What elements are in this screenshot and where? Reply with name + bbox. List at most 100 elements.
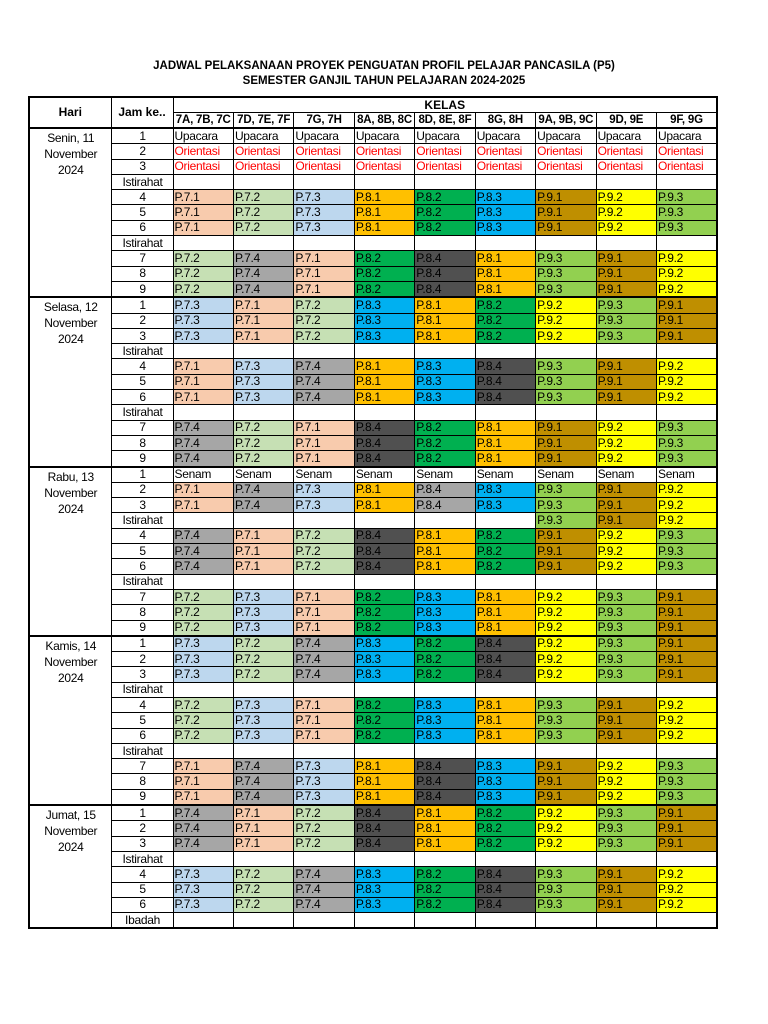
jam-cell: 7 (110, 419, 174, 436)
schedule-cell: P.9.3 (535, 881, 597, 898)
schedule-cell (353, 512, 416, 529)
schedule-cell: P.8.2 (414, 651, 476, 668)
jam-cell: Istirahat (110, 681, 174, 698)
schedule-cell: P.8.1 (474, 450, 537, 468)
schedule-cell: P.9.1 (656, 327, 718, 345)
schedule-cell: P.9.3 (535, 389, 597, 406)
schedule-cell: P.8.4 (353, 543, 416, 560)
schedule-cell: P.8.1 (414, 543, 476, 560)
schedule-cell: P.9.3 (535, 497, 597, 514)
day-label-line: November (44, 824, 98, 839)
schedule-cell (656, 235, 718, 252)
table-row: Istirahat (29, 573, 718, 590)
day-label-line: November (44, 485, 98, 500)
schedule-cell (172, 742, 234, 760)
schedule-cell (172, 404, 234, 421)
class-header: 9D, 9E (595, 112, 658, 129)
schedule-cell: P.7.3 (293, 481, 355, 499)
schedule-cell: Senam (414, 465, 476, 483)
schedule-cell: P.8.3 (353, 296, 416, 314)
jam-cell: 5 (110, 204, 174, 221)
schedule-cell (232, 850, 295, 868)
schedule-cell: P.7.3 (232, 712, 295, 729)
table-row: 8 P.7.2 P.7.3 P.7.1 P.8.2 P.8.3 P.8.1 P.9.2 P.9.… (29, 604, 718, 621)
table-row: 5 P.7.4 P.7.1 P.7.2 P.8.4 P.8.1 P.8.2 P.9.1 P.9.… (29, 543, 718, 560)
schedule-cell: P.9.1 (595, 512, 658, 529)
document-title: JADWAL PELAKSANAAN PROYEK PENGUATAN PROF… (153, 60, 615, 72)
schedule-cell: P.7.3 (232, 696, 295, 714)
schedule-cell: P.9.1 (656, 296, 718, 314)
schedule-cell: P.7.1 (172, 219, 234, 237)
schedule-cell: P.7.2 (293, 527, 355, 545)
schedule-cell: P.7.2 (232, 204, 295, 221)
schedule-cell: P.7.2 (232, 881, 295, 898)
schedule-cell: P.9.2 (535, 296, 597, 314)
schedule-cell: P.7.2 (232, 866, 295, 883)
schedule-cell (172, 681, 234, 698)
day-label-line: November (44, 316, 98, 331)
table-row: Selasa, 12 November 2024 1 P.7.3 P.7.1 P.7.2 P.… (28, 296, 718, 468)
table-row: 5 P.7.1 P.7.3 P.7.4 P.8.1 P.8.3 P.8.4 P.9.3 P.9.… (29, 373, 718, 391)
table-row: Kamis, 14 November 2024 1 P.7.3 P.7.2 P.7.4 P.8… (28, 634, 718, 807)
schedule-cell (414, 173, 476, 191)
schedule-cell: P.8.3 (414, 389, 476, 406)
schedule-cell: P.7.4 (232, 481, 295, 499)
schedule-cell: P.7.1 (172, 358, 234, 375)
schedule-cell: P.8.3 (414, 604, 476, 621)
schedule-cell: P.9.1 (595, 866, 658, 883)
schedule-cell (293, 681, 355, 698)
schedule-cell: Senam (293, 465, 355, 483)
jam-cell: 8 (110, 265, 174, 282)
schedule-cell: P.7.1 (293, 434, 355, 452)
schedule-cell: Orientasi (353, 158, 416, 175)
schedule-cell: P.7.4 (232, 265, 295, 282)
schedule-cell (293, 742, 355, 760)
schedule-cell (595, 850, 658, 868)
schedule-cell: P.9.2 (595, 558, 658, 575)
schedule-cell: P.9.1 (535, 189, 597, 206)
day-label-line: 2024 (58, 840, 84, 855)
table-row: 6 P.7.2 P.7.3 P.7.1 P.8.2 P.8.3 P.8.1 P.9.3 P.9.… (29, 727, 718, 744)
table-row: 6 P.7.4 P.7.1 P.7.2 P.8.4 P.8.1 P.8.2 P.9.1 P.9.… (29, 558, 718, 575)
schedule-cell: P.7.1 (293, 712, 355, 729)
schedule-cell (474, 850, 537, 868)
schedule-cell: P.7.4 (293, 651, 355, 668)
schedule-cell: P.7.2 (172, 280, 234, 298)
schedule-cell: P.8.1 (414, 312, 476, 329)
schedule-cell: P.9.3 (595, 312, 658, 329)
jam-cell: Istirahat (110, 173, 174, 191)
schedule-cell: P.9.3 (656, 788, 718, 806)
schedule-cell: P.8.4 (414, 280, 476, 298)
table-row: Istirahat (29, 742, 718, 760)
table-row: 5 P.7.2 P.7.3 P.7.1 P.8.2 P.8.3 P.8.1 P.9.3 P.9.… (29, 712, 718, 729)
schedule-cell: P.7.1 (293, 450, 355, 468)
schedule-cell: P.7.4 (293, 389, 355, 406)
jam-cell: 2 (110, 651, 174, 668)
jam-cell: 9 (110, 450, 174, 468)
jam-cell: 6 (110, 896, 174, 914)
jam-cell: 9 (110, 619, 174, 637)
schedule-cell: P.9.1 (656, 588, 718, 606)
schedule-cell: P.7.1 (172, 204, 234, 221)
schedule-cell: P.9.3 (656, 543, 718, 560)
class-header: 8G, 8H (474, 112, 537, 129)
table-row: 5 P.7.3 P.7.2 P.7.4 P.8.3 P.8.2 P.8.4 P.9.3 P.9.… (29, 881, 718, 898)
schedule-cell: P.7.1 (293, 280, 355, 298)
schedule-cell: P.7.3 (293, 758, 355, 775)
schedule-cell (293, 912, 355, 929)
schedule-cell: P.8.3 (474, 189, 537, 206)
schedule-cell: Senam (595, 465, 658, 483)
table-row: 8 P.7.1 P.7.4 P.7.3 P.8.1 P.8.4 P.8.3 P.9.1 P.9.… (29, 773, 718, 790)
table-row: 8 P.7.4 P.7.2 P.7.1 P.8.4 P.8.2 P.8.1 P.9.1 P.9.… (29, 434, 718, 452)
schedule-cell (535, 912, 597, 929)
schedule-cell (172, 512, 234, 529)
schedule-cell: P.9.2 (656, 712, 718, 729)
day-cell: Jumat, 15 November 2024 (28, 804, 112, 930)
schedule-cell: P.7.2 (232, 651, 295, 668)
schedule-cell: P.9.2 (656, 265, 718, 282)
schedule-cell: P.9.1 (595, 696, 658, 714)
schedule-cell: P.8.1 (414, 835, 476, 852)
document-subtitle: SEMESTER GANJIL TAHUN PELAJARAN 2024-202… (242, 75, 526, 87)
schedule-cell: P.7.3 (172, 896, 234, 914)
schedule-cell: P.8.2 (474, 312, 537, 329)
